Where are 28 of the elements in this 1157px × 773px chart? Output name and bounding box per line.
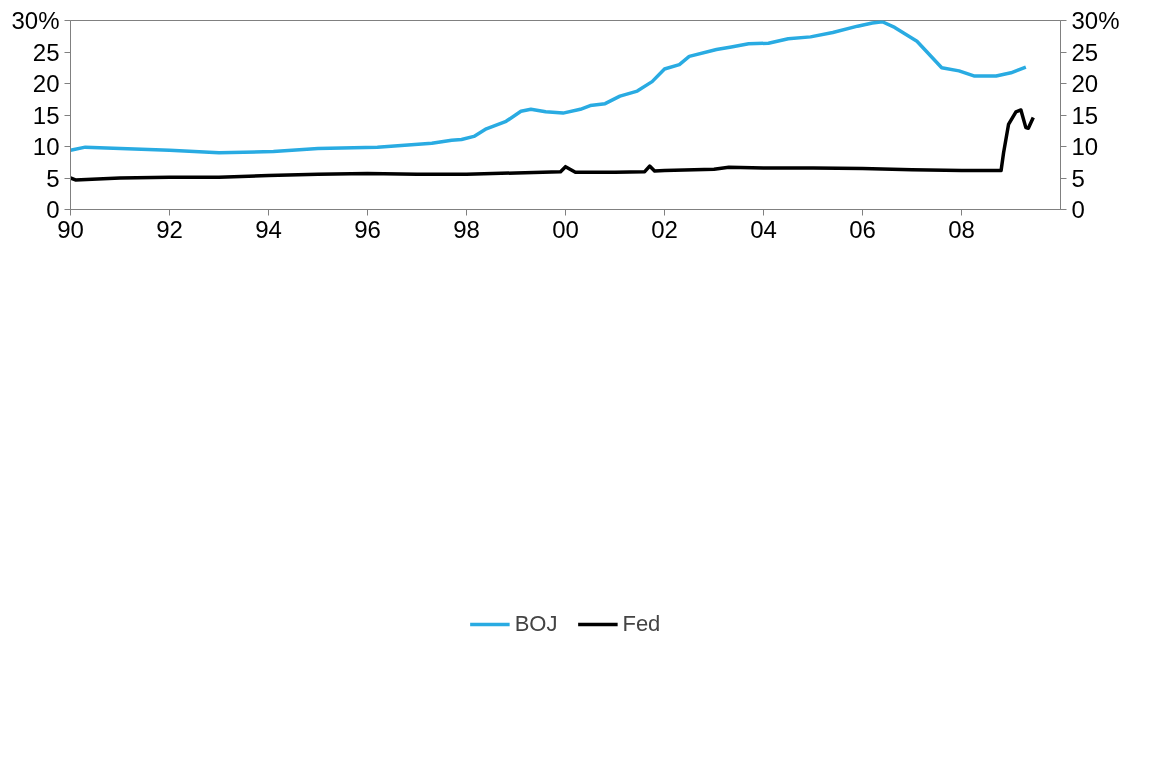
x-tick-label: 06 bbox=[849, 215, 876, 243]
line-series bbox=[70, 20, 1028, 155]
y-tick-label: 15 bbox=[32, 101, 60, 129]
y-tick-label: 10 bbox=[32, 133, 60, 160]
x-tick-label: 02 bbox=[651, 215, 678, 243]
legend-label: BOJ bbox=[514, 610, 558, 637]
x-tick-label: 04 bbox=[750, 215, 777, 243]
y2-tick-label: 15 bbox=[1071, 101, 1099, 129]
y2-tick-label: 30% bbox=[1071, 7, 1120, 34]
x-tick-label: 98 bbox=[453, 215, 480, 243]
x-tick-label: 90 bbox=[57, 215, 84, 243]
y2-tick-label: 0 bbox=[1071, 196, 1085, 223]
x-tick-label: 00 bbox=[552, 215, 579, 243]
y-tick-label: 0 bbox=[46, 196, 60, 223]
y2-tick-label: 20 bbox=[1071, 70, 1099, 97]
y2-tick-label: 5 bbox=[1071, 164, 1085, 192]
y-tick-label: 20 bbox=[32, 70, 60, 97]
legend-label: Fed bbox=[622, 610, 661, 637]
y-tick-label: 25 bbox=[32, 38, 60, 66]
y-tick-label: 30% bbox=[11, 7, 60, 34]
x-tick-label: 96 bbox=[354, 215, 381, 243]
x-tick-label: 94 bbox=[255, 215, 282, 243]
y2-tick-label: 10 bbox=[1071, 133, 1099, 160]
y-tick-label: 5 bbox=[46, 164, 60, 192]
x-tick-label: 08 bbox=[948, 215, 975, 243]
line-series bbox=[70, 108, 1036, 182]
y2-tick-label: 25 bbox=[1071, 38, 1099, 66]
x-tick-label: 92 bbox=[156, 215, 183, 243]
